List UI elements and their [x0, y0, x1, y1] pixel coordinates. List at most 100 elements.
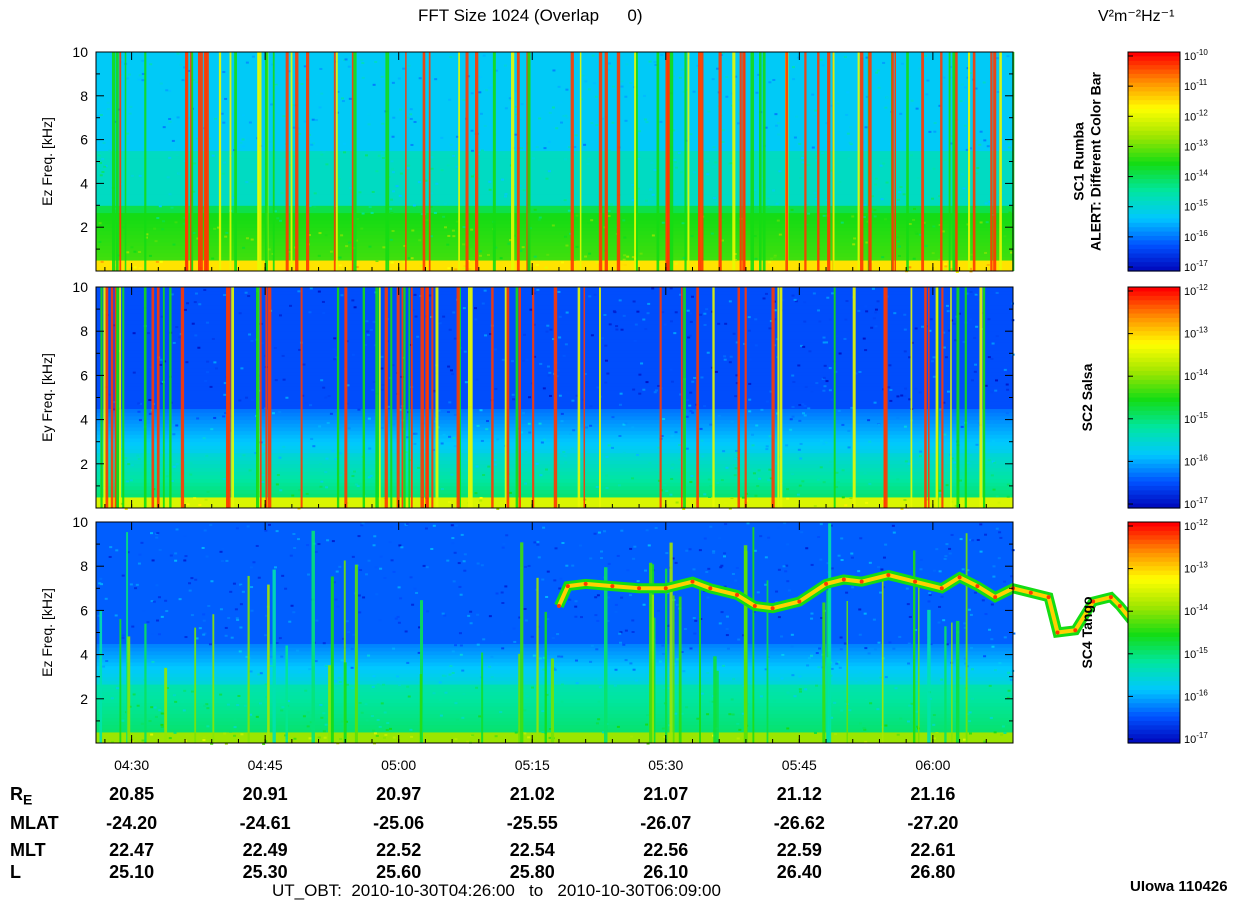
noise-pixel [719, 566, 723, 569]
noise-pixel [100, 260, 104, 263]
noise-pixel [250, 609, 254, 612]
noise-pixel [975, 172, 979, 175]
noise-pixel [165, 610, 169, 613]
noise-pixel [213, 227, 217, 230]
noise-pixel [969, 613, 973, 616]
noise-pixel [963, 86, 967, 89]
noise-pixel [618, 632, 622, 635]
noise-pixel [331, 449, 335, 452]
noise-pixel [310, 437, 314, 440]
noise-pixel [153, 227, 157, 230]
noise-pixel [862, 337, 866, 340]
noise-pixel [987, 318, 991, 321]
noise-pixel [390, 525, 394, 528]
colorbar-tick-label: 10-14 [1184, 368, 1208, 383]
noise-pixel [915, 107, 919, 110]
burst-stripe [247, 575, 250, 743]
noise-pixel [613, 684, 617, 687]
colorbar-swatch [1128, 108, 1180, 114]
noise-pixel [524, 482, 528, 485]
emission-point [824, 581, 829, 586]
burst-stripe [229, 52, 232, 271]
y-tick-label: 2 [80, 691, 88, 707]
noise-pixel [673, 161, 677, 164]
noise-pixel [117, 108, 121, 111]
noise-pixel [959, 100, 963, 103]
noise-pixel [778, 170, 782, 173]
noise-pixel [912, 218, 916, 221]
noise-pixel [632, 300, 636, 303]
noise-pixel [338, 565, 342, 568]
noise-pixel [618, 551, 622, 554]
noise-pixel [645, 381, 649, 384]
noise-pixel [222, 161, 226, 164]
noise-pixel [321, 300, 325, 303]
noise-pixel [845, 591, 849, 594]
noise-pixel [879, 164, 883, 167]
noise-pixel [884, 676, 888, 679]
noise-pixel [706, 596, 710, 599]
noise-pixel [657, 446, 661, 449]
noise-pixel [741, 712, 745, 715]
noise-pixel [547, 140, 551, 143]
noise-pixel [945, 304, 949, 307]
colorbar-swatch [1128, 104, 1180, 110]
noise-pixel [221, 172, 225, 175]
noise-pixel [245, 61, 249, 64]
background-band [96, 106, 1013, 111]
noise-pixel [643, 118, 647, 121]
noise-pixel [575, 682, 579, 685]
noise-pixel [470, 149, 474, 152]
noise-pixel [157, 633, 161, 636]
noise-pixel [843, 55, 847, 58]
noise-pixel [618, 403, 622, 406]
noise-pixel [967, 608, 971, 611]
colorbar-swatch [1128, 165, 1180, 171]
noise-pixel [246, 525, 250, 528]
noise-pixel [390, 160, 394, 163]
noise-pixel [680, 68, 684, 71]
noise-pixel [115, 549, 119, 552]
colorbar-swatch [1128, 56, 1180, 62]
noise-pixel [678, 76, 682, 79]
noise-pixel [631, 256, 635, 259]
noise-pixel [448, 435, 452, 438]
noise-pixel [302, 105, 306, 108]
noise-pixel [845, 113, 849, 116]
noise-pixel [663, 687, 667, 690]
noise-pixel [814, 109, 818, 112]
noise-pixel [325, 457, 329, 460]
burst-stripe [481, 652, 484, 743]
emission-point [1091, 599, 1096, 604]
noise-pixel [195, 637, 199, 640]
noise-pixel [417, 466, 421, 469]
noise-pixel [689, 410, 693, 413]
ephem-value: -24.20 [106, 813, 158, 833]
noise-pixel [785, 564, 789, 567]
noise-pixel [941, 230, 945, 233]
noise-pixel [689, 647, 693, 650]
noise-pixel [765, 445, 769, 448]
burst-stripe [410, 287, 413, 508]
noise-pixel [729, 162, 733, 165]
ephem-value: 21.07 [643, 784, 689, 804]
noise-pixel [410, 735, 414, 738]
noise-pixel [949, 61, 953, 64]
burst-stripe [162, 287, 165, 508]
noise-pixel [620, 328, 624, 331]
ephem-value: 21.16 [910, 784, 956, 804]
background-band [96, 547, 1013, 552]
noise-pixel [309, 404, 313, 407]
noise-pixel [145, 233, 149, 236]
noise-pixel [513, 640, 517, 643]
noise-pixel [705, 570, 709, 573]
noise-pixel [857, 570, 861, 573]
noise-pixel [192, 78, 196, 81]
noise-pixel [705, 308, 709, 311]
background-band [96, 234, 1013, 239]
noise-pixel [268, 140, 272, 143]
noise-pixel [351, 299, 355, 302]
colorbar-swatch [1128, 214, 1180, 220]
noise-pixel [873, 401, 877, 404]
noise-pixel [376, 683, 380, 686]
